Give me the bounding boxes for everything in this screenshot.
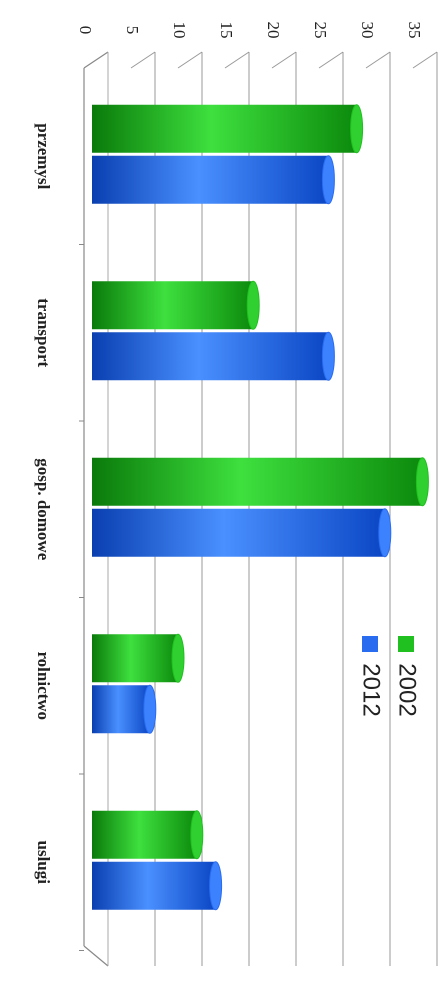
bar-body [92,634,178,683]
bar-2002-rolnictwo [92,633,185,683]
bar-body [92,861,216,910]
bar-body [92,685,150,734]
bar-2002-uslugi [92,810,204,860]
bar-cap [209,861,223,911]
legend-label: 2002 [394,663,421,716]
value-tick-label: 35 [405,22,424,39]
bar-cap [171,633,185,683]
bar-body [92,332,329,381]
bar-cap [190,810,204,860]
value-tick-label: 30 [358,22,377,39]
gridline-top [224,51,250,69]
bar-cap [378,508,392,558]
bar-2012-transport [92,331,335,381]
bar-body [92,155,329,204]
category-label: rolnictwo [34,651,53,720]
bar-cap [350,104,364,154]
bar-2012-rolnictwo [92,684,157,734]
category-label: gosp. domowe [34,458,53,560]
bar-body [92,457,423,506]
category-labels: przemysl transport gosp. domowe rolnictwo us… [34,123,84,951]
legend-swatch [398,636,414,652]
bar-body [92,508,385,557]
legend: 2002 2012 [358,636,421,717]
bar-2002-przemysl [92,104,364,154]
bar-2012-uslugi [92,861,223,911]
bar-cap [143,684,157,734]
gridline-top [412,51,438,69]
category-label: transport [34,298,53,367]
gridline-top [130,51,156,69]
bar-cap [415,457,429,507]
value-tick-label: 25 [311,22,330,39]
category-label: uslugi [34,841,53,885]
value-tick-label: 15 [217,22,236,39]
bar-body [92,810,197,859]
category-label: przemysl [34,123,53,189]
value-tick-label: 20 [264,22,283,39]
bar-2002-transport [92,280,260,330]
bars [92,104,429,911]
bar-2012-przemysl [92,155,335,205]
legend-label: 2012 [358,663,385,716]
bar-cap [321,155,335,205]
bar-body [92,281,254,330]
legend-swatch [362,636,378,652]
gridline-top [318,51,344,69]
top-depth-edge [83,51,109,69]
value-tick-label: 0 [76,26,95,35]
bar-2002-gosp--domowe [92,457,429,507]
value-axis-ticks: 0 5 10 15 20 25 30 35 [76,22,424,39]
bottom-depth-edge [83,945,109,967]
value-tick-label: 10 [170,22,189,39]
bar-cap [246,280,260,330]
gridline-top [365,51,391,69]
bar-body [92,104,357,153]
gridline-top [177,51,203,69]
gridline-top [271,51,297,69]
bar-cap [321,331,335,381]
bar-2012-gosp--domowe [92,508,392,558]
value-tick-label: 5 [123,26,142,35]
